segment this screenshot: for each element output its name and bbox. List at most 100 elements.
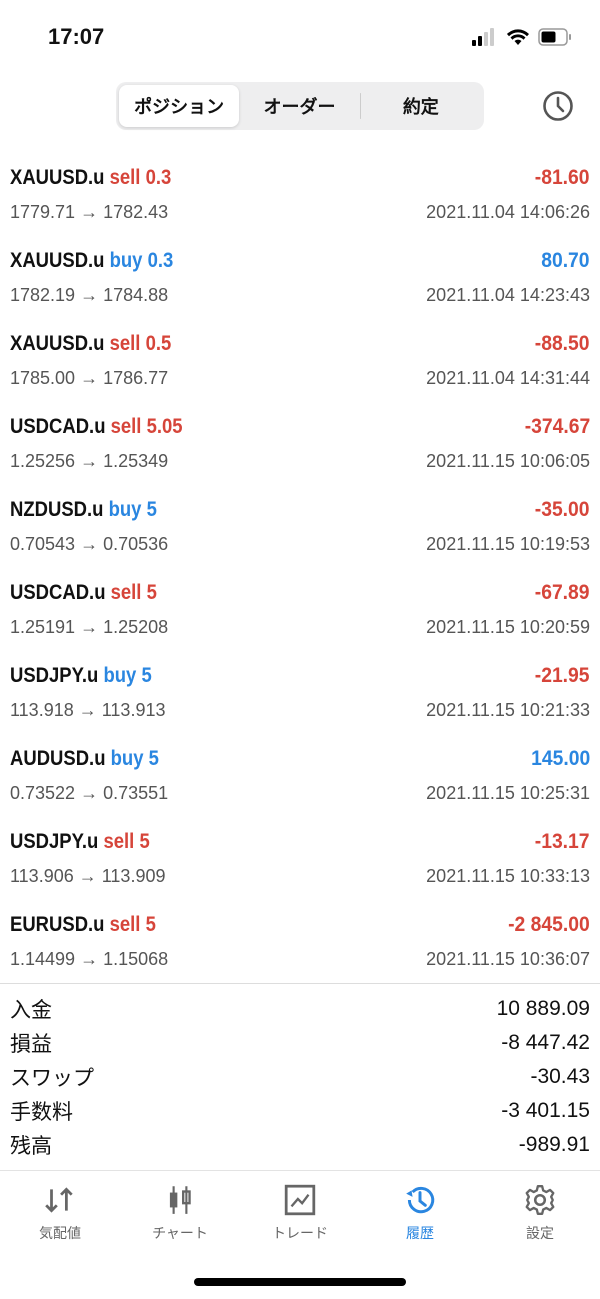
signal-icon: [472, 28, 494, 46]
symbol: XAUUSD.u: [10, 332, 105, 355]
symbol: USDJPY.u: [10, 830, 99, 853]
deal-prices: 1.14499 → 1.15068: [10, 949, 169, 969]
clock-icon[interactable]: [542, 90, 574, 122]
close-price: 0.70536: [103, 534, 169, 554]
tab-bar: 気配値 チャート トレード 履歴 設定: [0, 1170, 600, 1250]
close-price: 1784.88: [103, 285, 169, 305]
deal-profit: -13.17: [535, 830, 590, 853]
deal-time: 2021.11.04 14:23:43: [426, 285, 590, 305]
battery-icon: [538, 28, 571, 46]
deal-side: sell 5: [110, 913, 156, 936]
deal-side: buy 0.3: [110, 249, 174, 272]
side: sell: [110, 581, 142, 604]
deal-symbol: XAUUSD.u sell 0.3: [10, 166, 171, 190]
deal-row[interactable]: USDJPY.u sell 5 -13.17 113.906 → 113.909…: [0, 812, 600, 895]
tab-candlestick[interactable]: チャート: [120, 1171, 240, 1250]
deal-time: 2021.11.15 10:20:59: [426, 617, 590, 637]
segment-control: ポジション オーダー 約定: [116, 82, 484, 130]
home-indicator[interactable]: [194, 1278, 406, 1286]
tab-label: チャート: [152, 1225, 208, 1241]
deal-time: 2021.11.15 10:33:13: [426, 866, 590, 886]
side: buy: [109, 249, 143, 272]
side: sell: [103, 830, 135, 853]
side: sell: [109, 166, 141, 189]
deal-list: XAUUSD.u sell 0.3 -81.60 1779.71 → 1782.…: [0, 148, 600, 978]
open-price: 1785.00: [10, 368, 76, 388]
summary-value: -8 447.42: [501, 1031, 590, 1054]
open-price: 113.918: [10, 700, 74, 720]
tab-label: トレード: [272, 1225, 328, 1241]
tab-label: 設定: [526, 1225, 554, 1241]
deal-side: buy 5: [111, 747, 159, 770]
deal-row[interactable]: XAUUSD.u buy 0.3 80.70 1782.19 → 1784.88…: [0, 231, 600, 314]
tab-gear[interactable]: 設定: [480, 1171, 600, 1250]
segment-deals[interactable]: 約定: [402, 97, 439, 117]
summary-row: スワップ -30.43: [10, 1060, 590, 1094]
segment-orders[interactable]: オーダー: [263, 97, 336, 117]
summary-row: 入金 10 889.09: [10, 992, 590, 1026]
tab-trade-chart[interactable]: トレード: [240, 1171, 360, 1250]
deal-side: sell 0.3: [110, 166, 172, 189]
deal-row[interactable]: USDCAD.u sell 5.05 -374.67 1.25256 → 1.2…: [0, 397, 600, 480]
deal-time: 2021.11.15 10:36:07: [426, 949, 590, 969]
side: sell: [109, 332, 141, 355]
summary-value: -3 401.15: [501, 1099, 590, 1122]
segment-positions[interactable]: ポジション: [119, 85, 240, 127]
deal-side: sell 5.05: [111, 415, 183, 438]
summary-row: 手数料 -3 401.15: [10, 1094, 590, 1128]
deal-row[interactable]: NZDUSD.u buy 5 -35.00 0.70543 → 0.70536 …: [0, 480, 600, 563]
deal-time: 2021.11.15 10:06:05: [426, 451, 590, 471]
quotes-arrows-icon: [45, 1187, 73, 1213]
summary-label: 損益: [10, 1033, 52, 1056]
segment-divider: [359, 93, 361, 119]
deal-symbol: NZDUSD.u buy 5: [10, 498, 157, 522]
deal-profit: -21.95: [535, 664, 590, 687]
deal-symbol: EURUSD.u sell 5: [10, 913, 156, 937]
deal-profit: -374.67: [524, 415, 590, 438]
deal-row[interactable]: AUDUSD.u buy 5 145.00 0.73522 → 0.73551 …: [0, 729, 600, 812]
deal-prices: 1.25256 → 1.25349: [10, 451, 169, 471]
deal-row[interactable]: USDJPY.u buy 5 -21.95 113.918 → 113.913 …: [0, 646, 600, 729]
deal-row[interactable]: USDCAD.u sell 5 -67.89 1.25191 → 1.25208…: [0, 563, 600, 646]
side: buy: [103, 664, 137, 687]
open-price: 0.70543: [10, 534, 76, 554]
deal-side: buy 5: [109, 498, 157, 521]
deal-profit: -2 845.00: [508, 913, 590, 936]
side: buy: [108, 498, 142, 521]
symbol: EURUSD.u: [10, 913, 105, 936]
deal-row[interactable]: EURUSD.u sell 5 -2 845.00 1.14499 → 1.15…: [0, 895, 600, 978]
deal-symbol: AUDUSD.u buy 5: [10, 747, 159, 771]
summary-value: -989.91: [518, 1133, 590, 1156]
deal-symbol: USDCAD.u sell 5.05: [10, 415, 183, 439]
tab-history[interactable]: 履歴: [360, 1171, 480, 1250]
candlestick-icon: [169, 1186, 191, 1214]
deal-prices: 113.906 → 113.909: [10, 866, 166, 886]
open-price: 113.906: [10, 866, 74, 886]
tab-quotes-arrows[interactable]: 気配値: [0, 1171, 120, 1250]
volume: 5: [141, 664, 152, 687]
status-bar: 17:07: [0, 0, 600, 70]
symbol: XAUUSD.u: [10, 166, 105, 189]
deal-symbol: USDJPY.u buy 5: [10, 664, 152, 688]
deal-row[interactable]: XAUUSD.u sell 0.3 -81.60 1779.71 → 1782.…: [0, 148, 600, 231]
close-price: 113.913: [101, 700, 166, 720]
side: sell: [109, 913, 141, 936]
close-price: 1.15068: [103, 949, 169, 969]
close-price: 1782.43: [103, 202, 169, 222]
close-price: 1.25349: [103, 451, 169, 471]
deal-prices: 113.918 → 113.913: [10, 700, 166, 720]
summary-value: -30.43: [530, 1065, 590, 1088]
volume: 0.3: [147, 249, 174, 272]
deal-row[interactable]: XAUUSD.u sell 0.5 -88.50 1785.00 → 1786.…: [0, 314, 600, 397]
close-price: 1.25208: [103, 617, 169, 637]
deal-symbol: XAUUSD.u buy 0.3: [10, 249, 173, 273]
summary-value: 10 889.09: [496, 997, 590, 1020]
wifi-icon: [507, 29, 529, 45]
deal-side: sell 5: [103, 830, 149, 853]
symbol: USDCAD.u: [10, 415, 106, 438]
deal-symbol: XAUUSD.u sell 0.5: [10, 332, 171, 356]
deal-symbol: USDCAD.u sell 5: [10, 581, 157, 605]
close-price: 113.909: [101, 866, 166, 886]
deal-profit: -35.00: [535, 498, 590, 521]
deal-time: 2021.11.04 14:31:44: [426, 368, 590, 388]
